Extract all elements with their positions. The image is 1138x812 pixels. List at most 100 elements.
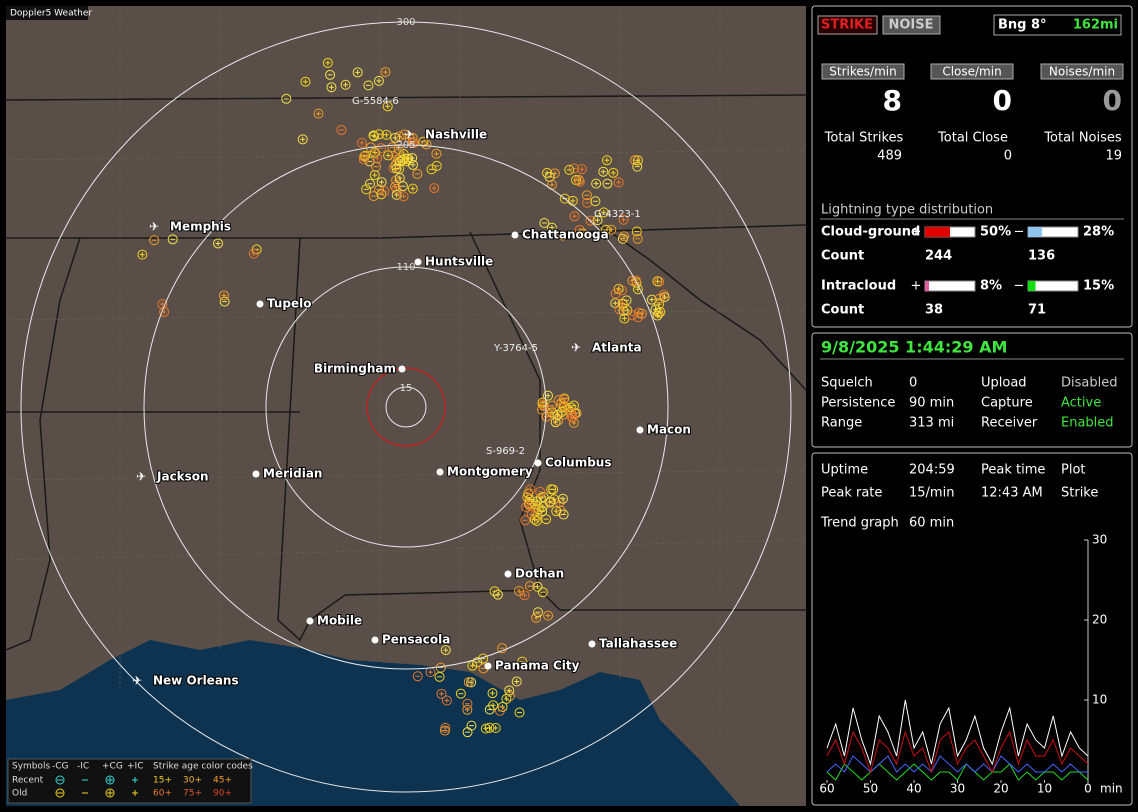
- distance: 162mi: [1073, 18, 1118, 33]
- strike-sign: [328, 84, 334, 90]
- stat-text: Plot: [1061, 463, 1086, 478]
- total-label: Total Noises: [1043, 131, 1122, 146]
- strike-symbol: [617, 233, 628, 244]
- stat-text: 204:59: [909, 463, 955, 478]
- strike-symbol: [524, 498, 535, 509]
- strike-sign: [495, 592, 501, 598]
- legend-symbol: [55, 775, 65, 785]
- setting-text: 313 mi: [909, 416, 954, 431]
- strike-symbol: [514, 585, 525, 596]
- strike-sign: [359, 140, 365, 146]
- strike-sign: [251, 251, 257, 257]
- strike-symbol: [632, 312, 643, 323]
- legend-age: 90+: [213, 789, 232, 799]
- strike-symbol: [559, 401, 570, 412]
- strike-symbol: [576, 164, 587, 175]
- rate-header: Noises/min: [1049, 65, 1115, 79]
- range-ring-label: 300: [396, 17, 415, 28]
- strike-sign: [544, 413, 550, 419]
- strike-symbol: [361, 184, 372, 195]
- x-tick-label: 60: [819, 782, 834, 796]
- city-label: Meridian: [263, 467, 322, 481]
- minus-sign: −: [1014, 225, 1025, 240]
- stat-text: 12:43 AM: [981, 486, 1043, 501]
- stat-text: Peak rate: [821, 486, 882, 501]
- rate-value: 0: [993, 84, 1012, 117]
- noise-button[interactable]: [882, 15, 941, 35]
- strike-sign: [361, 154, 367, 160]
- strike-symbol: [591, 178, 602, 189]
- strike-symbol: [552, 409, 563, 420]
- strike-symbol: [602, 178, 613, 189]
- strike-sign: [639, 311, 645, 317]
- legend-row: Recent: [12, 776, 44, 786]
- strike-symbol: [598, 207, 609, 218]
- strike-sign: [601, 209, 607, 215]
- count-label: Count: [821, 303, 864, 318]
- pct-bar: [1028, 281, 1036, 291]
- strike-symbol: [548, 484, 559, 495]
- stats-panel: [811, 452, 1133, 806]
- strike-symbol: [369, 170, 380, 181]
- strike-symbol: [431, 160, 442, 171]
- strike-symbol: [618, 305, 629, 316]
- strike-symbol: [369, 131, 380, 142]
- strike-sign: [161, 309, 167, 315]
- strike-sign: [654, 278, 660, 284]
- strike-symbol: [566, 408, 577, 419]
- strike-symbol: [390, 132, 401, 143]
- strike-sign: [535, 584, 541, 590]
- strike-symbol: [359, 151, 370, 162]
- y-tick-label: 20: [1092, 613, 1107, 627]
- rate-value: 8: [883, 84, 902, 117]
- strike-symbol: [322, 57, 333, 68]
- strike-symbol: [585, 215, 596, 226]
- strike-symbol: [577, 228, 588, 239]
- strike-symbol: [313, 108, 324, 119]
- pct-label: 15%: [1083, 279, 1114, 294]
- strike-symbol: [659, 292, 670, 303]
- strike-sign: [493, 725, 499, 731]
- strike-symbol: [398, 191, 409, 202]
- strike-symbol: [559, 393, 570, 404]
- strike-symbol: [504, 691, 515, 702]
- strike-sign: [427, 669, 433, 675]
- rate-header-box: [1040, 63, 1124, 80]
- strike-symbol: [652, 276, 663, 287]
- strike-sign: [443, 647, 449, 653]
- city-dot: [306, 617, 314, 625]
- total-value: 0: [1004, 149, 1012, 164]
- strike-symbol: [558, 509, 569, 520]
- strike-sign: [523, 504, 529, 510]
- strike-symbol: [630, 275, 641, 286]
- legend: Symbols -CG -IC +CG +IC Strike age color code…: [12, 762, 253, 799]
- legend-age: 75+: [183, 789, 202, 799]
- strike-sign: [560, 233, 566, 239]
- strike-symbol: [248, 248, 259, 259]
- strike-symbol: [614, 304, 625, 315]
- trend-label: Trend graph: [820, 516, 899, 531]
- strike-button[interactable]: [817, 15, 878, 35]
- strike-sign: [396, 146, 402, 152]
- strike-symbol: [466, 720, 477, 731]
- x-tick-label: 40: [906, 782, 921, 796]
- strike-sign: [522, 592, 528, 598]
- strike-symbol: [472, 657, 483, 668]
- city-label: Mobile: [317, 614, 362, 628]
- strike-symbol: [600, 224, 611, 235]
- setting-text: Squelch: [821, 376, 873, 391]
- city-label: Memphis: [170, 220, 231, 234]
- noise-button-label: NOISE: [888, 18, 933, 33]
- stat-text: 15/min: [909, 486, 954, 501]
- strike-symbol: [212, 238, 223, 249]
- rate-header: Strikes/min: [829, 65, 896, 79]
- strike-symbols: [137, 57, 670, 738]
- strike-symbol: [490, 722, 501, 733]
- strike-sign: [579, 166, 585, 172]
- legend-sign: [107, 777, 113, 783]
- city-label: Chattanooga: [522, 228, 609, 242]
- strike-symbol: [559, 193, 570, 204]
- strike-symbol: [494, 705, 505, 716]
- strike-symbol: [383, 150, 394, 161]
- strike-symbol: [463, 677, 474, 688]
